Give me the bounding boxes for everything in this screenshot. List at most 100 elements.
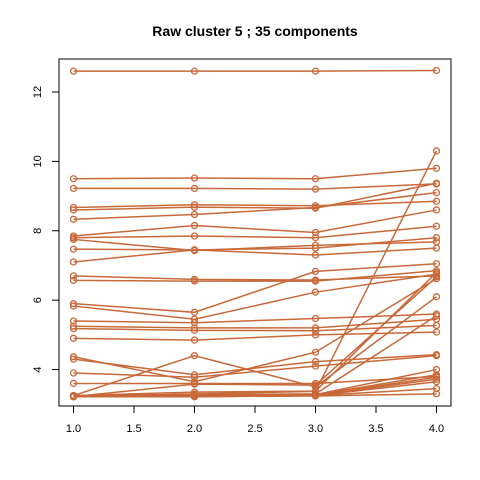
data-point — [69, 272, 78, 280]
data-point — [190, 308, 199, 316]
series-line — [69, 66, 441, 75]
data-point — [190, 221, 199, 230]
y-axis: 4 6 8 10 12 — [32, 86, 59, 373]
x-tick-label: 4.0 — [429, 423, 444, 435]
series-path — [73, 278, 437, 383]
x-tick-label: 1.0 — [66, 423, 81, 435]
x-axis: 1.0 1.5 2.0 2.5 3.0 3.5 4.0 — [66, 406, 444, 435]
x-tick-label: 2.0 — [187, 423, 202, 435]
data-point — [190, 352, 199, 360]
series-path — [73, 275, 437, 281]
series-line — [69, 206, 441, 240]
data-point — [69, 392, 78, 401]
series-path — [73, 393, 437, 398]
data-point — [432, 234, 441, 242]
data-point — [311, 331, 320, 339]
data-point — [311, 234, 320, 242]
data-point — [432, 378, 441, 386]
data-point — [190, 246, 199, 254]
data-point — [69, 215, 78, 223]
data-point — [190, 232, 199, 240]
series-path — [73, 296, 437, 397]
data-point — [69, 355, 78, 363]
series-path — [73, 236, 437, 263]
series-line — [69, 179, 441, 214]
data-point — [69, 324, 78, 333]
series-path — [73, 313, 437, 324]
data-point — [69, 302, 78, 310]
data-point — [69, 369, 78, 377]
data-point — [432, 222, 441, 230]
data-point — [432, 179, 441, 187]
data-point — [432, 373, 441, 381]
series-line — [69, 270, 441, 323]
series-path — [73, 271, 438, 397]
data-point — [69, 334, 78, 342]
x-tick-label: 3.0 — [308, 423, 323, 435]
data-point — [432, 197, 441, 205]
data-point — [432, 390, 441, 398]
series-path — [73, 262, 437, 314]
x-tick-label: 1.5 — [126, 423, 141, 435]
data-point — [69, 379, 78, 388]
series-line — [69, 350, 441, 379]
data-point — [190, 319, 199, 327]
data-point — [311, 314, 320, 323]
data-point — [69, 203, 78, 212]
chart-title: Raw cluster 5 ; 35 components — [152, 23, 358, 39]
y-tick-label: 8 — [32, 228, 44, 234]
series-line — [69, 180, 441, 193]
series-path — [73, 225, 437, 239]
y-tick-label: 10 — [32, 155, 44, 167]
data-point — [311, 288, 320, 296]
data-point — [311, 357, 320, 366]
data-point — [311, 185, 320, 193]
data-point — [190, 184, 199, 193]
series-path — [73, 318, 437, 329]
data-point — [69, 206, 78, 214]
series-line — [69, 390, 441, 401]
data-point — [432, 365, 441, 374]
series-path — [73, 273, 437, 321]
data-point — [69, 235, 78, 244]
data-point — [432, 164, 441, 172]
data-point — [432, 260, 441, 268]
x-tick-label: 2.5 — [247, 423, 262, 435]
data-point — [311, 277, 320, 285]
x-tick-label: 3.5 — [368, 423, 383, 435]
data-point — [190, 67, 199, 75]
data-point — [432, 188, 441, 197]
data-point — [69, 184, 78, 193]
data-point — [69, 245, 78, 253]
series-path — [73, 183, 437, 190]
data-point — [311, 392, 320, 400]
data-point — [69, 258, 78, 266]
series-path — [73, 269, 437, 282]
data-point — [432, 147, 441, 155]
data-point — [311, 327, 320, 335]
series-path — [73, 209, 437, 237]
series-line — [69, 164, 441, 183]
data-point — [432, 328, 441, 336]
data-point — [190, 203, 199, 211]
data-point — [311, 267, 320, 276]
data-point — [190, 392, 199, 401]
series-path — [73, 200, 437, 209]
data-point — [311, 203, 320, 212]
series-path — [73, 375, 437, 385]
data-point — [311, 362, 320, 370]
data-point — [311, 67, 320, 75]
data-point — [432, 312, 441, 320]
data-point — [190, 174, 199, 182]
series-path — [73, 353, 437, 376]
series-path — [73, 331, 437, 341]
series-path — [73, 167, 437, 180]
series-path — [73, 191, 437, 221]
series-line — [69, 321, 441, 335]
data-point — [190, 277, 199, 285]
data-point — [432, 268, 441, 277]
data-point — [311, 251, 320, 259]
series-path — [73, 182, 437, 211]
series-line — [69, 188, 441, 223]
